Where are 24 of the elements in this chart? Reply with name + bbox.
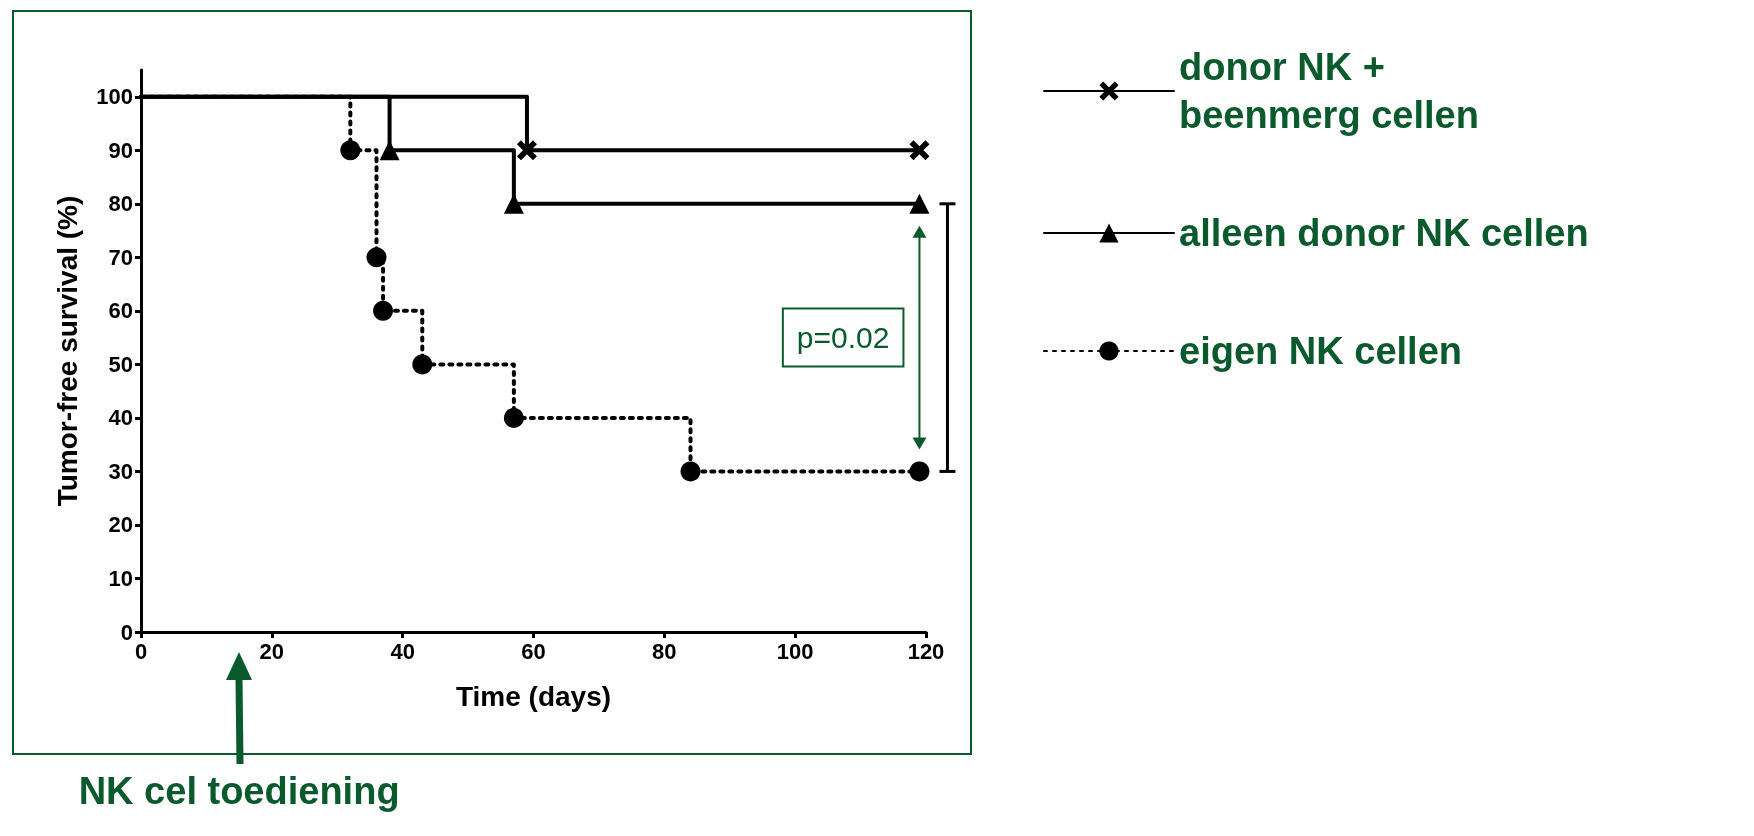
legend-label: alleen donor NK cellen (1179, 212, 1589, 254)
y-tick-label: 70 (108, 244, 133, 270)
x-tick-label: 120 (907, 638, 945, 664)
y-tick-label: 90 (108, 137, 133, 163)
y-axis-title: Tumor-free survival (%) (51, 195, 83, 507)
y-tick-label: 0 (120, 619, 133, 645)
x-axis-title: Time (days) (455, 680, 612, 712)
y-tick-label: 20 (108, 512, 133, 538)
x-tick-label: 40 (390, 638, 415, 664)
x-tick-label: 20 (259, 638, 285, 664)
y-tick-label: 40 (108, 405, 133, 431)
legend-label: eigen NK cellen (1179, 330, 1462, 372)
y-tick-label: 80 (108, 191, 133, 217)
x-tick-label: 80 (652, 638, 677, 664)
legend-label: donor NK + beenmerg cellen (1179, 46, 1479, 136)
annotation: p=0.02 (796, 321, 890, 355)
x-tick-label: 60 (521, 638, 546, 664)
y-tick-label: 30 (108, 458, 133, 484)
y-tick-label: 100 (96, 84, 133, 110)
y-tick-label: 10 (108, 565, 133, 591)
x-tick-label: 100 (776, 638, 814, 664)
text: NK cel toediening (78, 770, 400, 812)
y-tick-label: 50 (108, 351, 133, 377)
y-tick-label: 60 (108, 298, 133, 324)
